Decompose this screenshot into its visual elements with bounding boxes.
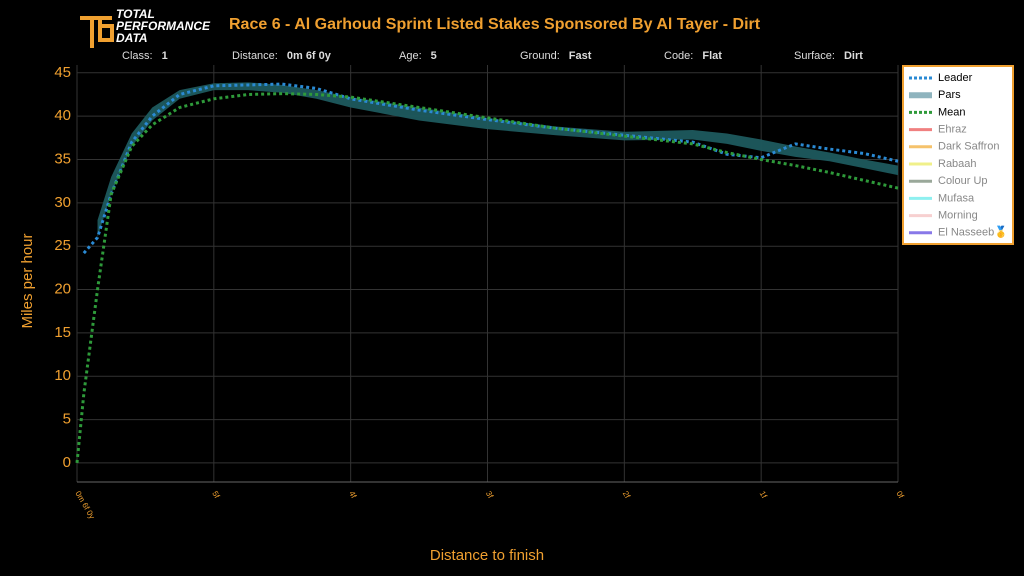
y-axis-label: Miles per hour	[19, 233, 36, 328]
y-tick-label: 15	[54, 324, 71, 341]
logo-mark	[80, 16, 114, 48]
info-value: Dirt	[844, 50, 863, 62]
legend-label[interactable]: Rabaah	[938, 158, 977, 170]
x-tick-label: 0f	[894, 490, 906, 501]
y-tick-label: 45	[54, 64, 71, 81]
info-value: 1	[162, 50, 168, 62]
y-tick-label: 40	[54, 107, 71, 124]
legend-label[interactable]: Mean	[938, 106, 966, 118]
info-value: Flat	[702, 50, 722, 62]
info-label: Age:	[399, 50, 422, 62]
legend-label[interactable]: El Nasseeb🥇	[938, 226, 1008, 239]
legend-label[interactable]: Morning	[938, 210, 978, 222]
series-line	[75, 92, 899, 464]
x-tick-label: 4f	[347, 490, 359, 501]
y-tick-label: 10	[54, 367, 71, 384]
info-value: 5	[431, 50, 437, 62]
info-label: Surface:	[794, 50, 835, 62]
legend-label[interactable]: Dark Saffron	[938, 141, 1000, 153]
y-tick-label: 0	[63, 454, 71, 471]
logo-text: DATA	[116, 31, 148, 45]
legend-label[interactable]: Colour Up	[938, 175, 988, 187]
x-axis-label: Distance to finish	[430, 547, 544, 564]
info-label: Code:	[664, 50, 693, 62]
info-label: Class:	[122, 50, 153, 62]
x-tick-label: 3f	[484, 490, 496, 501]
legend-label[interactable]: Leader	[938, 72, 973, 84]
info-label: Distance:	[232, 50, 278, 62]
y-tick-label: 20	[54, 281, 71, 298]
info-value: Fast	[569, 50, 592, 62]
series-line	[82, 82, 899, 255]
x-tick-label: 1f	[758, 490, 770, 501]
legend-label[interactable]: Mufasa	[938, 192, 975, 204]
logo: TOTAL PERFORMANCE DATA	[80, 7, 211, 48]
info-value: 0m 6f 0y	[287, 50, 332, 62]
info-label: Ground:	[520, 50, 560, 62]
logo-text: PERFORMANCE	[116, 19, 211, 33]
chart-title: Race 6 - Al Garhoud Sprint Listed Stakes…	[229, 16, 761, 33]
logo-text: TOTAL	[116, 7, 155, 21]
y-tick-label: 5	[63, 411, 71, 428]
y-tick-label: 30	[54, 194, 71, 211]
legend-label[interactable]: Ehraz	[938, 124, 967, 136]
y-tick-label: 35	[54, 150, 71, 167]
legend-label[interactable]: Pars	[938, 89, 961, 101]
x-tick-label: 5f	[210, 490, 222, 501]
x-tick-label: 2f	[621, 490, 633, 501]
y-tick-label: 25	[54, 237, 71, 254]
